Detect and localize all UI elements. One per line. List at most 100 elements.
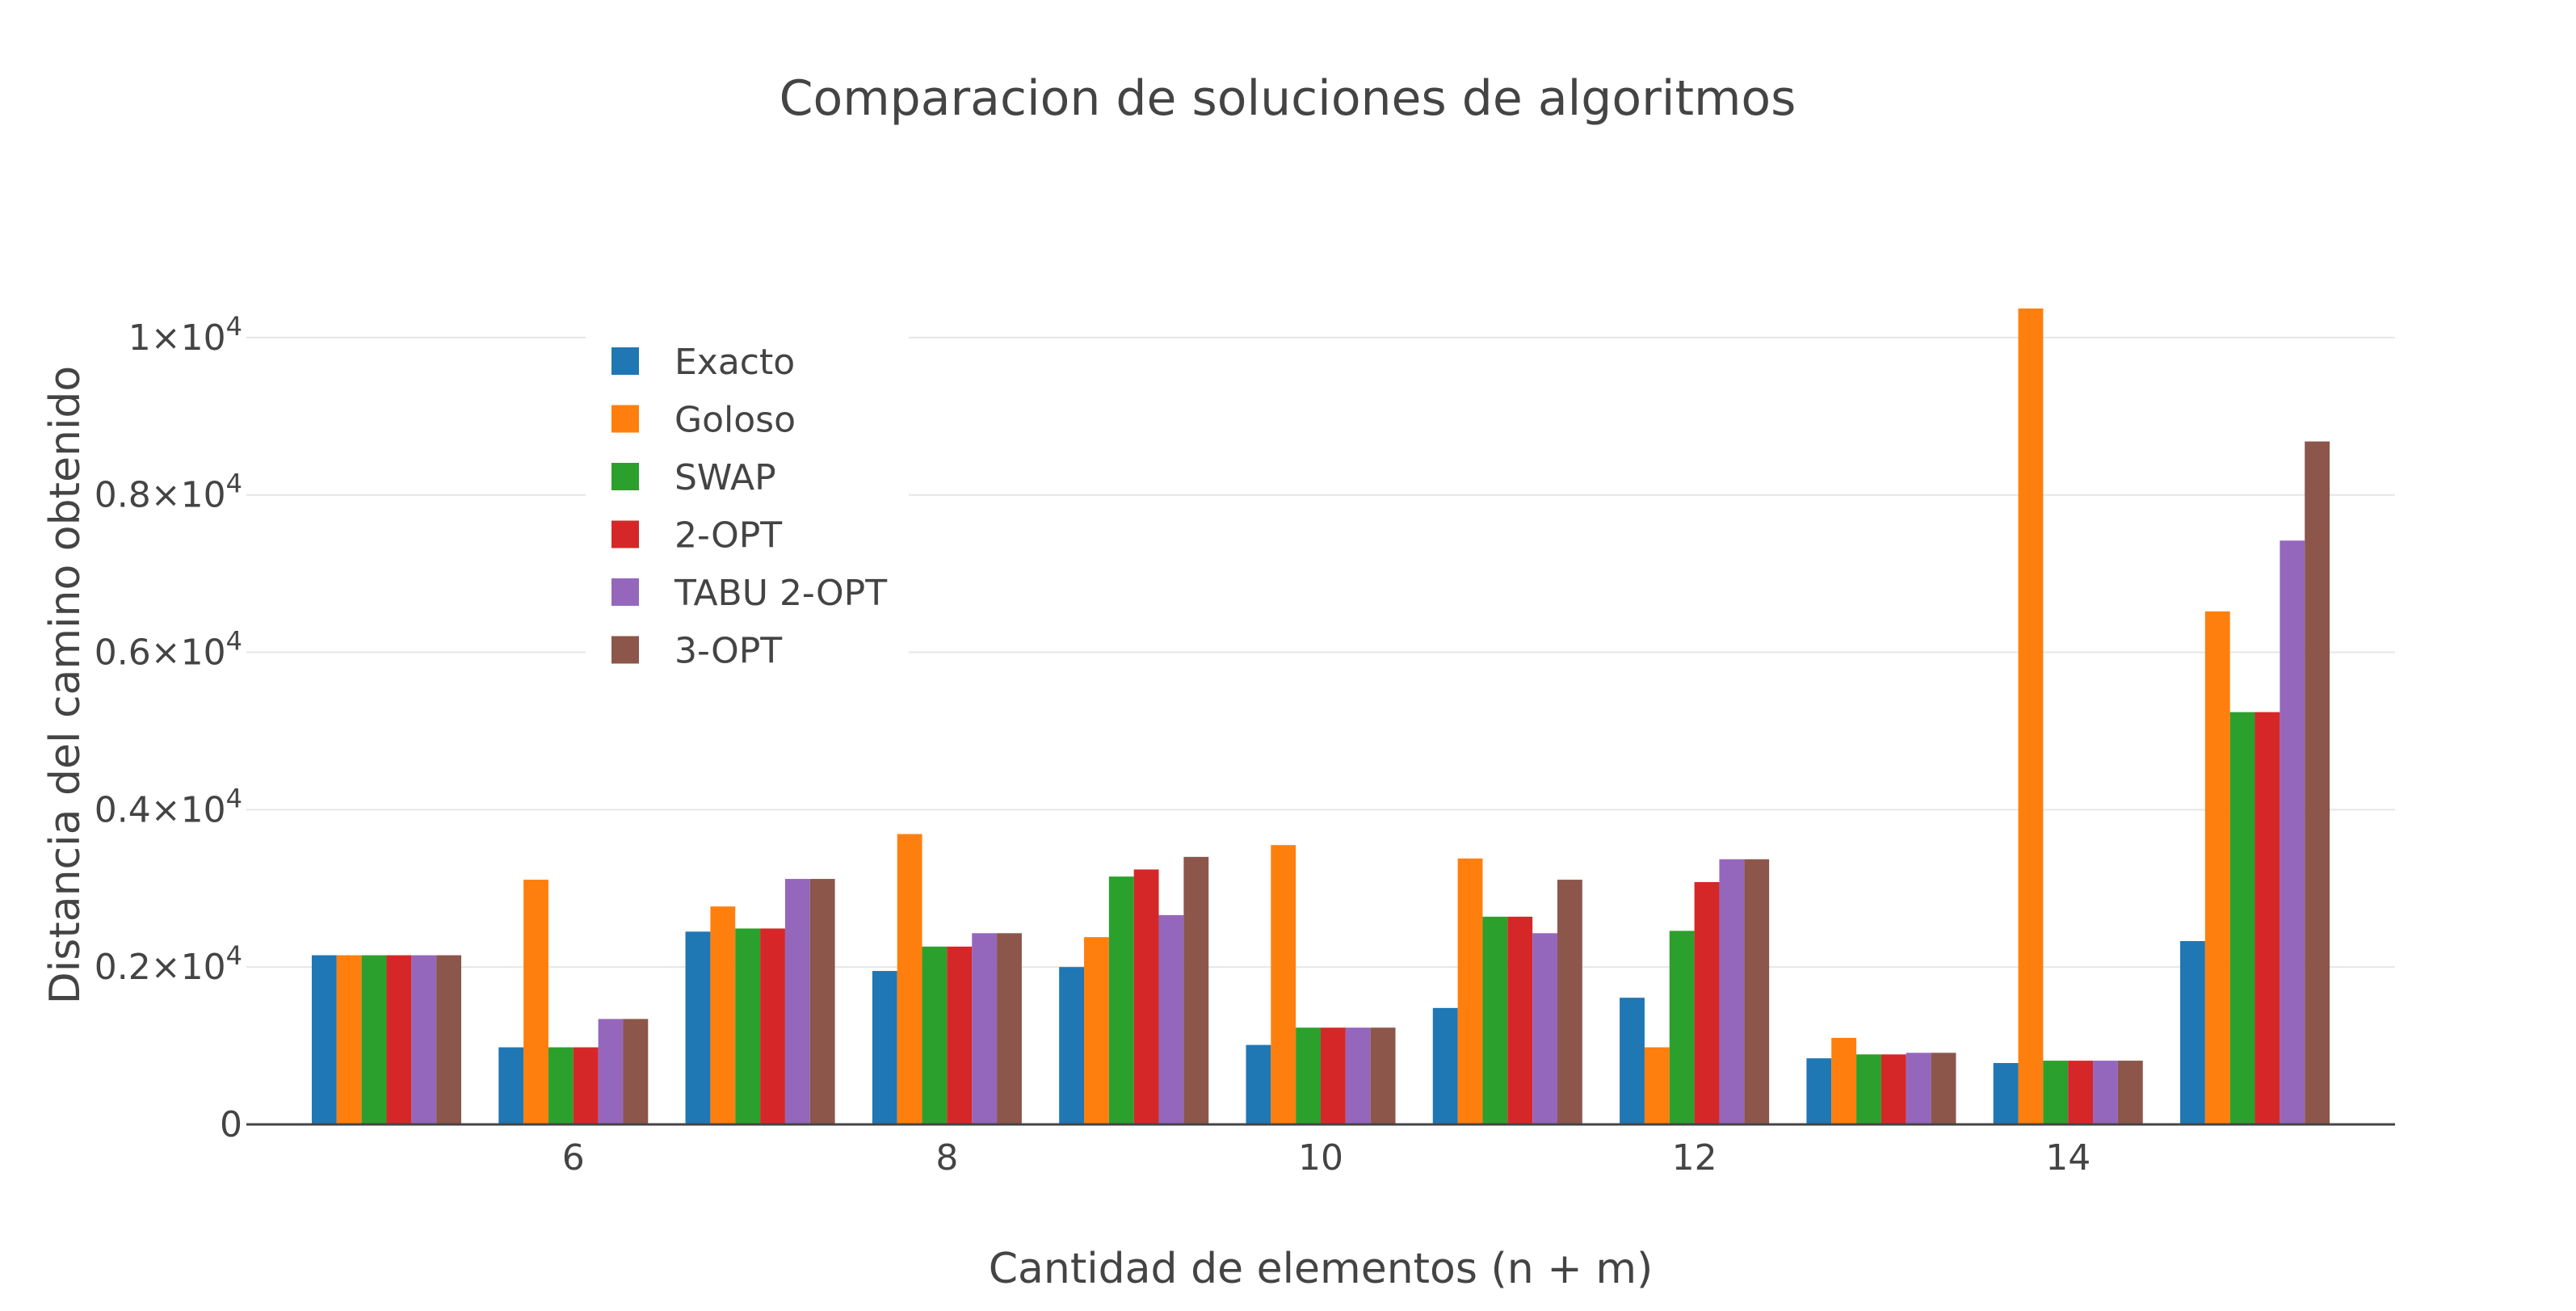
y-tick-exponent: 4: [226, 940, 242, 971]
bar-goloso-8: [897, 834, 922, 1124]
bar-goloso-12: [1644, 1047, 1670, 1124]
legend-label[interactable]: TABU 2-OPT: [674, 573, 887, 614]
bar-exacto-13: [1806, 1058, 1832, 1124]
legend-swatch[interactable]: [611, 636, 639, 664]
bar-swap-5: [361, 955, 387, 1124]
y-axis-title: Distancia del camino obtenido: [41, 366, 90, 1005]
bar-goloso-14: [2018, 308, 2044, 1124]
bar-2-opt-11: [1507, 916, 1533, 1124]
legend-background: [586, 327, 909, 674]
bar-exacto-9: [1059, 967, 1085, 1124]
x-tick-label: 6: [562, 1137, 585, 1179]
bar-exacto-12: [1620, 998, 1645, 1124]
bar-exacto-7: [685, 931, 711, 1124]
bar-swap-15: [2229, 712, 2255, 1124]
y-tick-base: 0: [220, 1104, 242, 1145]
bar-3-opt-10: [1370, 1027, 1396, 1124]
y-tick-base: 0.4×10: [95, 789, 226, 830]
bar-swap-14: [2043, 1061, 2069, 1124]
bar-exacto-6: [498, 1047, 524, 1124]
bar-2-opt-14: [2068, 1061, 2094, 1124]
bar-exacto-14: [1993, 1063, 2019, 1124]
x-tick-label: 14: [2045, 1137, 2091, 1179]
bar-exacto-5: [311, 955, 337, 1124]
bar-2-opt-7: [760, 928, 785, 1124]
y-tick-label: 1×104: [128, 311, 242, 359]
y-tick-exponent: 4: [226, 783, 242, 813]
legend-label[interactable]: 2-OPT: [674, 515, 782, 557]
bar-2-opt-5: [386, 955, 412, 1124]
bar-goloso-15: [2204, 611, 2230, 1124]
bar-tabu-2-opt-6: [598, 1019, 624, 1124]
bar-goloso-9: [1084, 937, 1109, 1124]
bar-goloso-11: [1457, 858, 1483, 1124]
bar-goloso-7: [710, 906, 736, 1124]
bar-3-opt-14: [2117, 1061, 2143, 1124]
bar-swap-10: [1296, 1027, 1321, 1124]
legend-swatch[interactable]: [611, 578, 639, 606]
bar-swap-8: [922, 946, 948, 1124]
legend-label[interactable]: SWAP: [674, 457, 776, 498]
bar-swap-11: [1482, 916, 1508, 1124]
bar-tabu-2-opt-5: [411, 955, 437, 1124]
bar-3-opt-9: [1183, 856, 1209, 1124]
bar-exacto-8: [872, 971, 897, 1124]
bar-goloso-10: [1271, 845, 1296, 1124]
bar-3-opt-13: [1931, 1053, 1956, 1124]
legend-label[interactable]: 3-OPT: [674, 631, 782, 672]
y-tick-base: 0.8×10: [95, 475, 226, 516]
y-tick-label: 0: [220, 1104, 242, 1145]
bar-exacto-10: [1246, 1044, 1271, 1124]
bar-exacto-11: [1432, 1007, 1458, 1124]
bar-2-opt-9: [1133, 869, 1159, 1124]
bar-tabu-2-opt-15: [2280, 540, 2305, 1124]
bars: [311, 308, 2330, 1124]
legend-swatch[interactable]: [611, 520, 639, 548]
bar-2-opt-10: [1321, 1027, 1346, 1124]
y-tick-label: 0.2×104: [95, 940, 242, 988]
y-tick-exponent: 4: [226, 626, 242, 657]
bar-3-opt-8: [997, 933, 1022, 1124]
bar-swap-9: [1108, 876, 1134, 1124]
bar-swap-13: [1856, 1054, 1881, 1124]
bar-2-opt-13: [1881, 1054, 1906, 1124]
bar-2-opt-12: [1694, 881, 1720, 1124]
legend-label[interactable]: Exacto: [674, 342, 795, 383]
bar-3-opt-15: [2305, 441, 2330, 1124]
y-tick-base: 0.6×10: [95, 632, 226, 674]
bar-tabu-2-opt-8: [972, 933, 998, 1124]
legend[interactable]: Exacto Goloso SWAP 2-OPT TABU 2-OPT 3-OPT: [586, 327, 909, 674]
legend-label[interactable]: Goloso: [674, 400, 796, 441]
bar-swap-12: [1669, 931, 1695, 1124]
chart-title: Comparacion de soluciones de algoritmos: [780, 70, 1796, 127]
bar-swap-7: [735, 928, 761, 1124]
bar-tabu-2-opt-12: [1719, 859, 1745, 1124]
gridlines: [246, 336, 2395, 969]
bar-3-opt-7: [809, 879, 835, 1124]
y-tick-base: 0.2×10: [95, 947, 226, 988]
y-tick-exponent: 4: [226, 311, 242, 342]
bar-3-opt-6: [623, 1019, 649, 1124]
bar-3-opt-5: [436, 955, 461, 1124]
legend-swatch[interactable]: [611, 405, 639, 433]
legend-swatch[interactable]: [611, 347, 639, 375]
bar-swap-6: [548, 1047, 574, 1124]
x-tick-label: 10: [1298, 1137, 1343, 1179]
bar-tabu-2-opt-9: [1158, 914, 1184, 1124]
legend-swatch[interactable]: [611, 463, 639, 490]
bar-goloso-13: [1831, 1037, 1857, 1124]
y-tick-label: 0.4×104: [95, 783, 242, 830]
bar-3-opt-11: [1557, 880, 1582, 1124]
bar-tabu-2-opt-10: [1345, 1027, 1371, 1124]
bar-tabu-2-opt-7: [784, 879, 810, 1124]
x-axis-title: Cantidad de elementos (n + m): [989, 1245, 1654, 1293]
y-tick-exponent: 4: [226, 469, 242, 499]
bar-2-opt-8: [947, 946, 973, 1124]
y-tick-label: 0.6×104: [95, 626, 242, 674]
bar-2-opt-6: [573, 1047, 599, 1124]
x-tick-label: 12: [1672, 1137, 1717, 1179]
bar-tabu-2-opt-14: [2093, 1061, 2118, 1124]
bar-2-opt-15: [2255, 712, 2280, 1124]
